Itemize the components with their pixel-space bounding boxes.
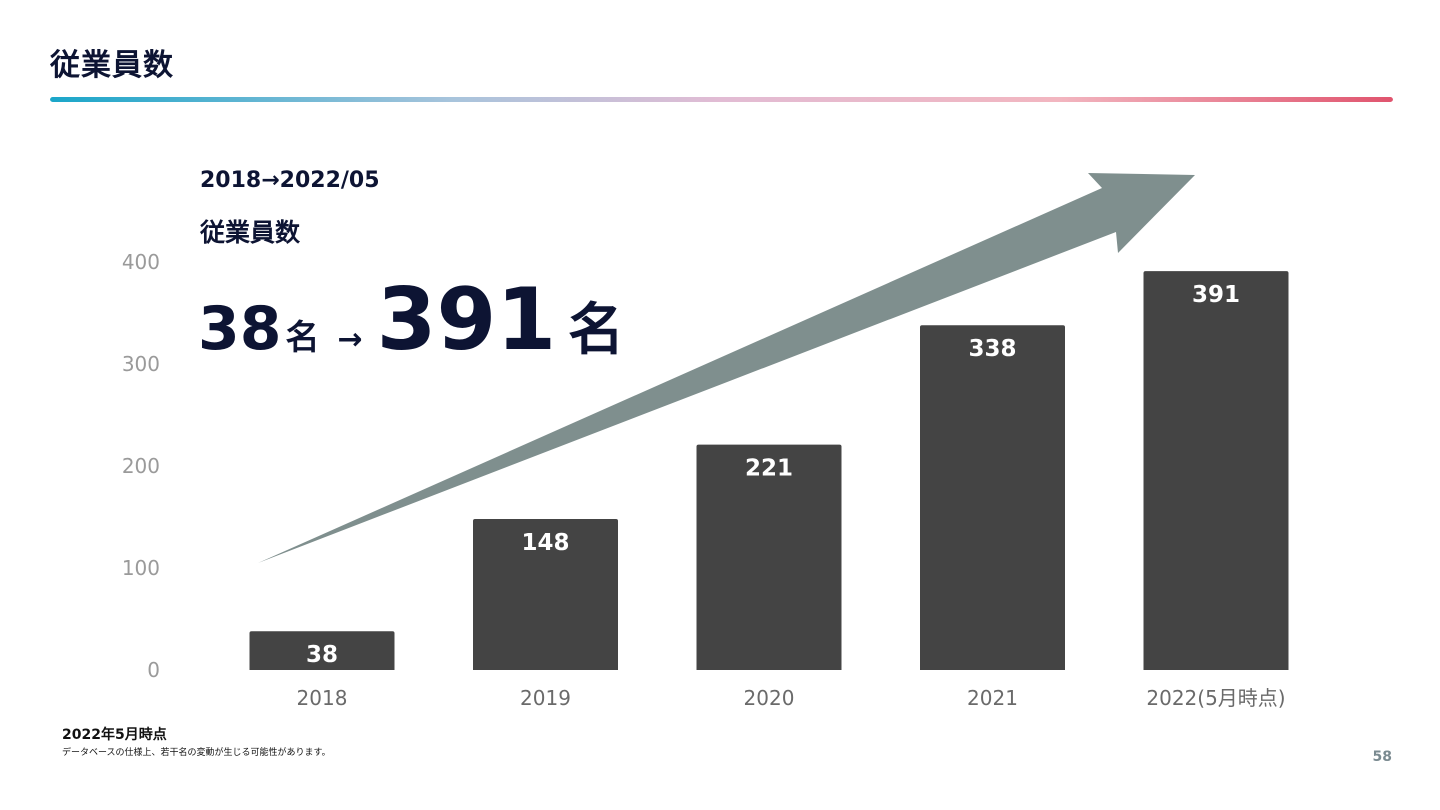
bar-2019: [473, 519, 618, 670]
growth-trend-arrow: [258, 173, 1195, 563]
y-tick-label: 100: [122, 556, 160, 580]
x-tick-label: 2022(5月時点): [1146, 686, 1285, 710]
x-tick-label: 2018: [297, 686, 348, 710]
bar-2020: [696, 444, 842, 670]
headline-from-unit: 名: [285, 318, 320, 358]
bar-value-label: 221: [745, 456, 793, 482]
y-tick-label: 300: [122, 352, 160, 376]
headline-to-value: 391: [376, 270, 557, 370]
y-tick-label: 200: [122, 454, 160, 478]
headline-growth: 38 名 → 391 名: [198, 270, 624, 370]
bar-2018: [249, 631, 395, 670]
bar-2022: [1143, 271, 1289, 670]
footnote-text: データベースの仕様上、若干名の変動が生じる可能性があります。: [62, 748, 331, 758]
footnote-date: 2022年5月時点: [62, 727, 167, 743]
bar-value-label: 148: [521, 530, 569, 556]
headline-from-value: 38: [198, 294, 282, 364]
y-tick-label: 400: [122, 250, 160, 274]
y-tick-label: 0: [147, 658, 160, 682]
bar-value-label: 338: [968, 336, 1016, 362]
title-gradient-rule: [50, 97, 1393, 102]
headline-to-unit: 名: [568, 298, 625, 363]
x-tick-label: 2021: [967, 686, 1018, 710]
headline-period: 2018→2022/05: [200, 168, 380, 193]
x-tick-label: 2020: [744, 686, 795, 710]
page-title: 従業員数: [50, 48, 174, 83]
headline-label: 従業員数: [200, 218, 301, 247]
page-number: 58: [1372, 749, 1392, 765]
x-tick-label: 2019: [520, 686, 571, 710]
bar-value-label: 38: [306, 642, 338, 668]
bar-2021: [920, 325, 1065, 670]
headline-arrow: →: [337, 322, 363, 357]
bar-value-label: 391: [1192, 282, 1240, 308]
